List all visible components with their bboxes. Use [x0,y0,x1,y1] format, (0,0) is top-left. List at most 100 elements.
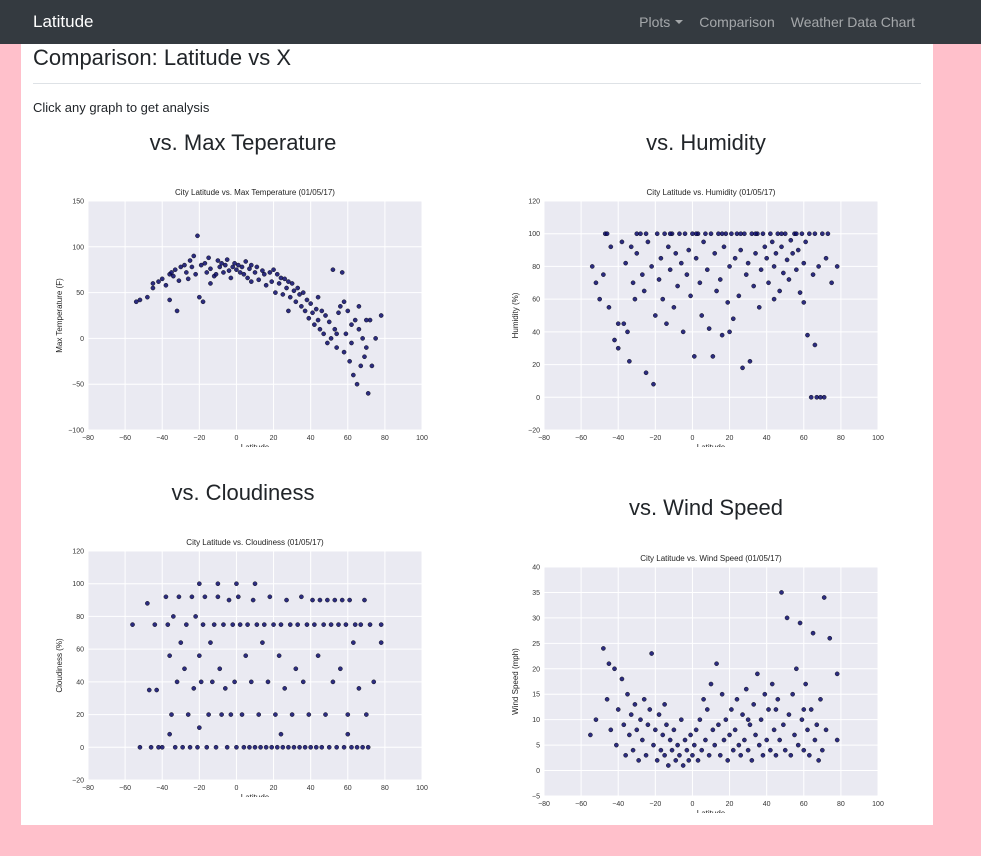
data-point [234,581,239,587]
data-point [810,272,816,277]
x-tick-label: −60 [119,785,131,792]
nav-weather-data-chart-link[interactable]: Weather Data Chart [790,14,915,30]
data-point [727,264,732,269]
data-point [807,752,812,758]
data-point [228,712,234,717]
data-point [656,277,662,282]
x-tick-label: −40 [156,785,168,792]
x-tick-label: 0 [234,435,238,442]
data-point [349,322,354,327]
y-axis-label: Wind Speed (mph) [511,648,520,715]
data-point [362,597,367,603]
data-point [667,267,673,272]
data-point [738,247,743,253]
y-tick-label: −5 [532,794,540,801]
data-point [150,285,156,291]
data-point [792,732,797,738]
data-point [243,653,249,658]
data-point [280,292,286,297]
data-point [807,231,812,237]
data-point [716,722,721,728]
data-point [282,276,287,282]
data-point [651,381,656,387]
title-divider [33,83,921,84]
y-tick-label: 60 [532,297,540,304]
y-tick-label: 40 [76,679,84,686]
y-axis-label: Max Temperature (F) [55,278,64,353]
chart-wind-speed[interactable]: −80 −60 −40 −20 0 20 40 60 80 100 −5 0 5 10 15 20 25 30 35… [502,543,902,818]
x-tick-label: −80 [82,435,94,442]
data-point [779,590,784,595]
data-point [805,727,810,733]
data-point [677,231,682,237]
data-point [645,239,651,245]
panel-heading-wind-speed: vs. Wind Speed [628,495,784,520]
navbar: Latitude Plots Comparison Weather Data C… [0,0,981,44]
data-point [284,285,289,291]
data-point [191,686,197,691]
y-tick-label: 10 [532,717,540,724]
data-point [743,272,749,277]
data-point [719,231,725,237]
data-point [758,267,764,272]
y-tick-label: 20 [532,362,540,369]
data-point [156,279,161,284]
data-point [204,270,210,275]
x-tick-label: 0 [690,435,694,442]
data-point [189,264,195,270]
x-tick-label: 20 [270,435,278,442]
data-point [706,752,712,758]
data-point [834,671,840,677]
data-point [768,231,773,237]
data-point [762,244,768,250]
data-point [152,622,158,627]
data-point [820,747,825,753]
data-point [790,251,795,256]
data-point [732,255,738,261]
chart-max-temperature[interactable]: −80 −60 −40 −20 0 20 40 60 80 100 −100 −50 0 50 100 150… [46,177,446,452]
data-point [200,299,206,305]
data-point [206,255,211,261]
chart-humidity[interactable]: −80 −60 −40 −20 0 20 40 60 80 100 −20 0 20 40 60 80 100 1… [502,177,902,452]
data-point [753,231,758,237]
data-point [834,737,840,743]
data-point [185,712,191,717]
data-point [261,622,267,627]
data-point [187,258,193,263]
data-point [137,744,143,750]
data-point [287,294,293,300]
data-point [666,244,671,250]
data-point [684,747,690,753]
data-point [133,299,139,305]
data-point [356,304,362,309]
data-point [263,744,269,750]
data-point [182,666,187,672]
data-point [169,270,174,275]
x-tick-label: −60 [119,435,131,442]
nav-comparison-link[interactable]: Comparison [699,14,775,30]
data-point [658,747,664,753]
data-point [319,744,325,750]
data-point [654,231,660,237]
data-point [145,294,150,300]
data-point [334,331,339,337]
data-point [771,727,777,733]
data-point [208,266,213,272]
x-tick-label: 100 [416,435,428,442]
data-point [172,744,178,750]
nav-plots-dropdown[interactable]: Plots [639,14,684,30]
data-point [221,270,226,275]
data-point [310,310,315,316]
data-point [313,306,319,312]
data-point [623,260,628,266]
data-point [808,707,814,712]
data-point [788,237,794,243]
x-tick-label: 80 [381,435,389,442]
plot-area [544,201,878,430]
data-point [621,321,627,326]
navbar-brand[interactable]: Latitude [33,12,94,31]
data-point [662,702,667,707]
chart-cloudiness[interactable]: −80 −60 −40 −20 0 20 40 60 80 100 −20 0 20 40 60 80 100 1… [46,527,446,802]
panel-heading-cloudiness: vs. Cloudiness [171,480,315,505]
data-point [606,305,612,310]
